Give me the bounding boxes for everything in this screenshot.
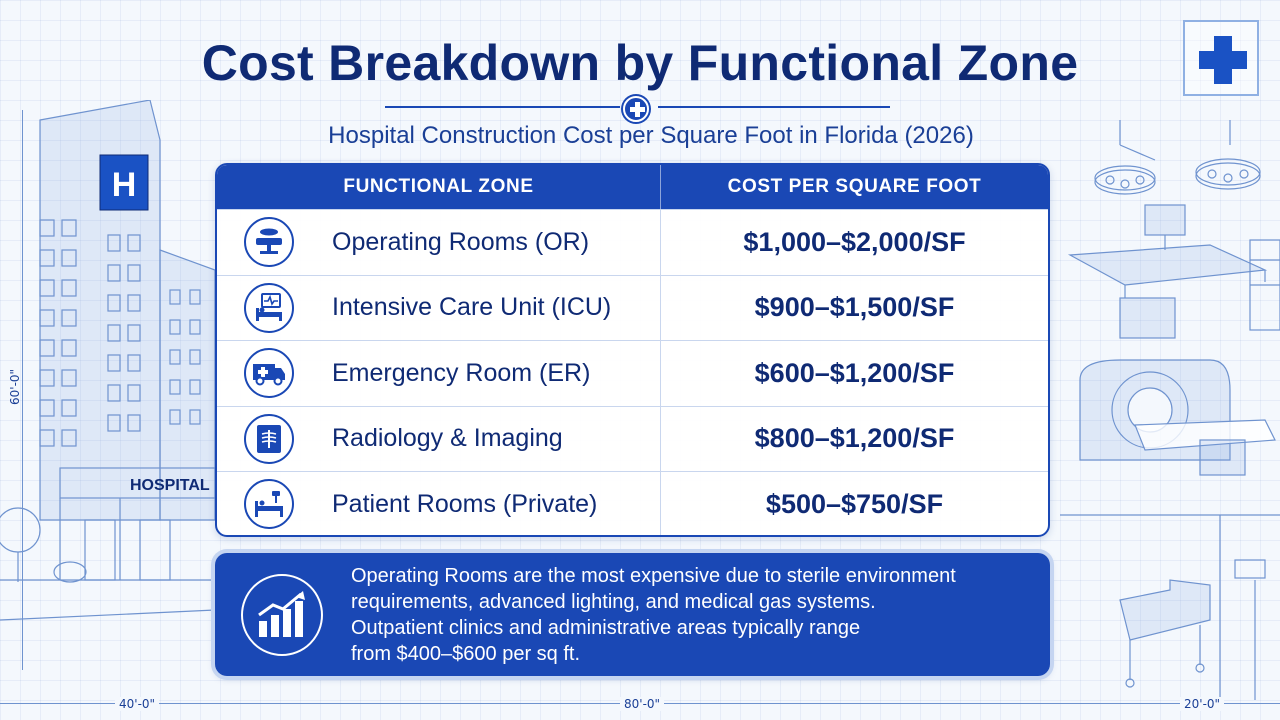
medical-equipment-illustration [1060, 120, 1280, 700]
hospital-building-illustration: H HOSPITAL [0, 100, 215, 621]
zone-cell: Patient Rooms (Private) [217, 472, 661, 535]
cost-value: $1,000–$2,000/SF [743, 226, 966, 257]
dimension-bottom-center: 80'-0" [620, 697, 665, 711]
insight-callout: Operating Rooms are the most expensive d… [215, 553, 1050, 676]
ambulance-icon [244, 348, 294, 399]
callout-line: requirements, advanced lighting, and med… [351, 590, 876, 613]
dimension-bottom-left: 40'-0" [115, 697, 160, 711]
dimension-left-vertical: 60'-0" [8, 368, 22, 405]
zone-cell: Radiology & Imaging [217, 406, 661, 471]
zone-label: Patient Rooms (Private) [332, 489, 598, 518]
zone-cell: Emergency Room (ER) [217, 341, 661, 406]
page-subtitle: Hospital Construction Cost per Square Fo… [328, 122, 974, 149]
column-header-zone: FUNCTIONAL ZONE [217, 165, 661, 209]
cost-value: $900–$1,500/SF [754, 292, 955, 323]
zone-label: Operating Rooms (OR) [332, 227, 590, 256]
zone-cell: Intensive Care Unit (ICU) [217, 275, 661, 340]
hospital-entrance-sign: HOSPITAL [130, 477, 210, 494]
cost-table: FUNCTIONAL ZONE COST PER SQUARE FOOT Ope… [215, 163, 1050, 537]
icu-bed-monitor-icon [244, 282, 294, 333]
medical-cross-icon [623, 96, 649, 122]
growth-chart-icon [241, 573, 323, 656]
callout-line: Outpatient clinics and administrative ar… [351, 616, 861, 639]
table-row: Emergency Room (ER) $600–$1,200/SF [217, 340, 1048, 406]
title-divider-right [658, 106, 890, 108]
zone-label: Emergency Room (ER) [332, 358, 591, 387]
callout-text: Operating Rooms are the most expensive d… [351, 563, 956, 667]
callout-line: from $400–$600 per sq ft. [351, 642, 581, 665]
xray-icon [244, 413, 294, 464]
dimension-bottom-right: 20'-0" [1180, 697, 1225, 711]
column-header-cost: COST PER SQUARE FOOT [727, 176, 982, 197]
title-divider-left [385, 106, 620, 108]
cost-value: $600–$1,200/SF [754, 357, 955, 388]
table-row: Radiology & Imaging $800–$1,200/SF [217, 405, 1048, 471]
zone-label: Radiology & Imaging [332, 424, 563, 453]
cost-value: $800–$1,200/SF [754, 423, 955, 454]
cost-value: $500–$750/SF [765, 488, 944, 519]
patient-bed-icon [244, 479, 294, 530]
table-row: Operating Rooms (OR) $1,000–$2,000/SF [217, 209, 1048, 275]
dimension-line-vertical [22, 110, 23, 670]
table-header: FUNCTIONAL ZONE COST PER SQUARE FOOT [217, 165, 1048, 209]
page-title: Cost Breakdown by Functional Zone [201, 35, 1079, 91]
hospital-h-sign: H [112, 166, 137, 204]
zone-label: Intensive Care Unit (ICU) [332, 293, 612, 322]
table-row: Intensive Care Unit (ICU) $900–$1,500/SF [217, 274, 1048, 340]
table-row: Patient Rooms (Private) $500–$750/SF [217, 471, 1048, 535]
callout-line: Operating Rooms are the most expensive d… [351, 564, 956, 587]
zone-cell: Operating Rooms (OR) [217, 210, 661, 275]
operating-table-icon [244, 217, 294, 268]
medical-cross-icon [1183, 20, 1259, 96]
